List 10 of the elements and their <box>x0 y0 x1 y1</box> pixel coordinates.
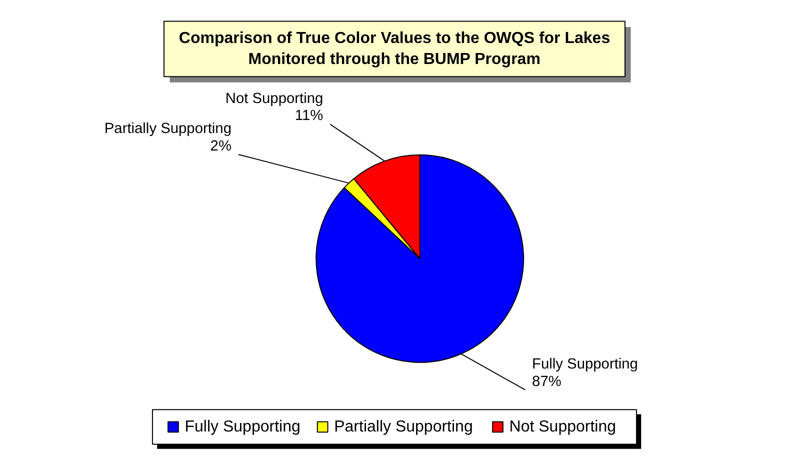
slice-label: Not Supporting <box>225 90 324 107</box>
legend-label: Partially Supporting <box>334 418 473 436</box>
slice-label: Fully Supporting <box>532 356 638 373</box>
data-label: 11% <box>294 108 324 124</box>
data-label: 2% <box>210 138 232 154</box>
data-label: 87% <box>532 374 562 390</box>
legend-label: Not Supporting <box>509 418 616 436</box>
chart-title: Comparison of True Color Values to the OWQS for Lakes Monitored through the BUMP Program <box>178 30 610 68</box>
slice-label: Partially Supporting <box>104 121 232 138</box>
legend-label: Fully Supporting <box>184 418 300 436</box>
